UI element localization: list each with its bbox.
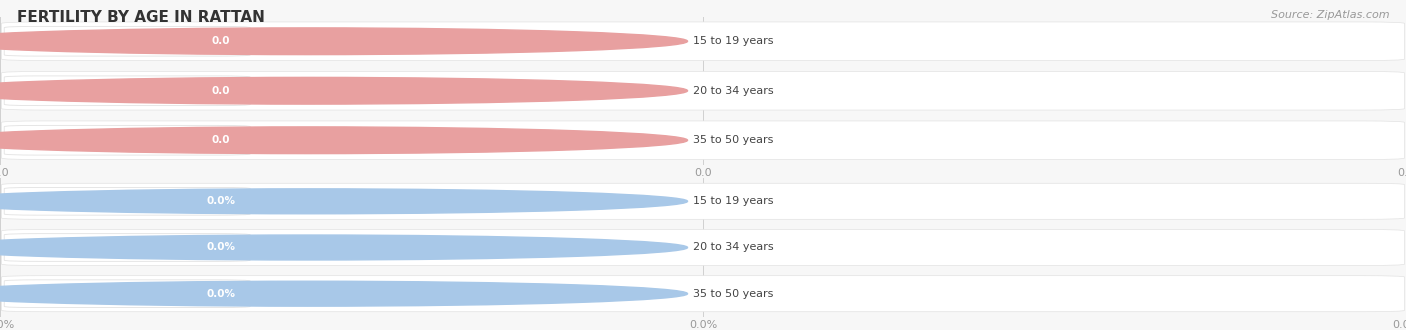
FancyBboxPatch shape — [1, 22, 1405, 61]
Circle shape — [0, 127, 688, 154]
FancyBboxPatch shape — [1, 183, 1405, 219]
FancyBboxPatch shape — [194, 236, 247, 259]
Text: 15 to 19 years: 15 to 19 years — [693, 36, 773, 46]
FancyBboxPatch shape — [1, 72, 1405, 110]
FancyBboxPatch shape — [4, 234, 250, 261]
Text: 0.0: 0.0 — [211, 135, 231, 145]
FancyBboxPatch shape — [194, 282, 247, 305]
Text: Source: ZipAtlas.com: Source: ZipAtlas.com — [1271, 10, 1389, 20]
FancyBboxPatch shape — [4, 76, 250, 106]
FancyBboxPatch shape — [4, 280, 250, 308]
FancyBboxPatch shape — [194, 79, 247, 103]
FancyBboxPatch shape — [1, 229, 1405, 266]
Circle shape — [0, 189, 688, 214]
Text: 35 to 50 years: 35 to 50 years — [693, 289, 773, 299]
Circle shape — [0, 281, 688, 306]
FancyBboxPatch shape — [1, 276, 1405, 312]
Circle shape — [0, 77, 688, 104]
FancyBboxPatch shape — [194, 128, 247, 152]
Text: 0.0: 0.0 — [211, 36, 231, 46]
Text: FERTILITY BY AGE IN RATTAN: FERTILITY BY AGE IN RATTAN — [17, 10, 264, 25]
Text: 0.0%: 0.0% — [207, 243, 235, 252]
Text: 0.0: 0.0 — [211, 86, 231, 96]
Circle shape — [0, 28, 688, 54]
Text: 0.0%: 0.0% — [207, 196, 235, 206]
Text: 15 to 19 years: 15 to 19 years — [693, 196, 773, 206]
FancyBboxPatch shape — [4, 26, 250, 56]
Text: 20 to 34 years: 20 to 34 years — [693, 243, 773, 252]
FancyBboxPatch shape — [194, 29, 247, 53]
FancyBboxPatch shape — [194, 190, 247, 213]
Text: 35 to 50 years: 35 to 50 years — [693, 135, 773, 145]
FancyBboxPatch shape — [1, 121, 1405, 160]
Text: 20 to 34 years: 20 to 34 years — [693, 86, 773, 96]
FancyBboxPatch shape — [4, 125, 250, 155]
Text: 0.0%: 0.0% — [207, 289, 235, 299]
Circle shape — [0, 235, 688, 260]
FancyBboxPatch shape — [4, 187, 250, 215]
